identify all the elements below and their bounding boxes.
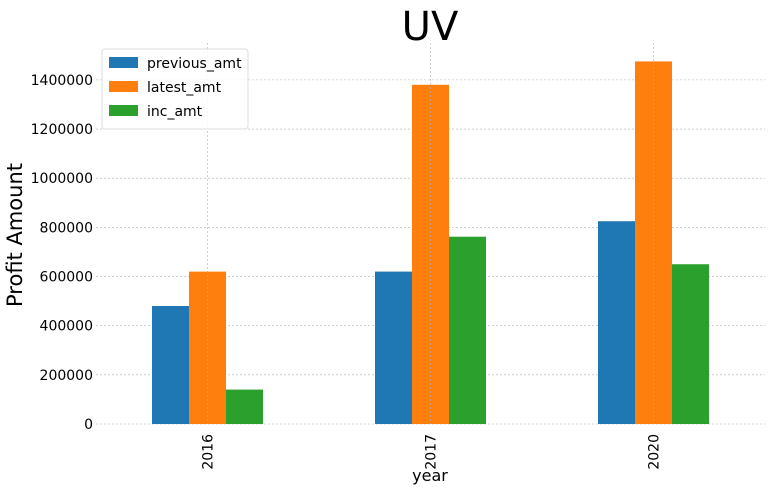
chart-title: UV — [402, 4, 459, 50]
legend-swatch-previous_amt — [109, 57, 138, 68]
y-tick-label: 1400000 — [31, 73, 93, 89]
x-tick-labels: 2016 2017 2020 — [201, 434, 663, 470]
bar-previous_amt-2016 — [152, 306, 189, 424]
legend-label-latest_amt: latest_amt — [147, 80, 222, 96]
y-tick-label: 1000000 — [31, 171, 93, 187]
x-tick-label: 2020 — [647, 434, 663, 470]
y-tick-label: 800000 — [40, 220, 93, 236]
legend-label-previous_amt: previous_amt — [147, 56, 242, 72]
y-tick-label: 400000 — [40, 319, 93, 335]
bar-inc_amt-2016 — [226, 389, 263, 424]
y-tick-labels: 0 200000 400000 600000 800000 1000000 1200000 1… — [31, 73, 93, 433]
bar-inc_amt-2020 — [672, 264, 709, 424]
legend-swatch-inc_amt — [109, 105, 138, 116]
y-tick-label: 1200000 — [31, 122, 93, 138]
y-tick-label: 200000 — [40, 368, 93, 384]
legend: previous_amt latest_amt inc_amt — [101, 48, 249, 130]
bar-previous_amt-2017 — [375, 271, 412, 424]
bars — [152, 43, 709, 424]
legend-swatch-latest_amt — [109, 81, 138, 92]
x-tick-label: 2017 — [424, 434, 440, 470]
x-axis-label: year — [412, 466, 448, 485]
legend-label-inc_amt: inc_amt — [147, 104, 203, 120]
y-tick-label: 600000 — [40, 270, 93, 286]
x-tick-label: 2016 — [201, 434, 217, 470]
bar-previous_amt-2020 — [598, 221, 635, 424]
bar-inc_amt-2017 — [449, 236, 486, 424]
y-axis-label: Profit Amount — [3, 163, 27, 307]
legend-box — [101, 48, 249, 130]
y-tick-label: 0 — [84, 417, 93, 433]
